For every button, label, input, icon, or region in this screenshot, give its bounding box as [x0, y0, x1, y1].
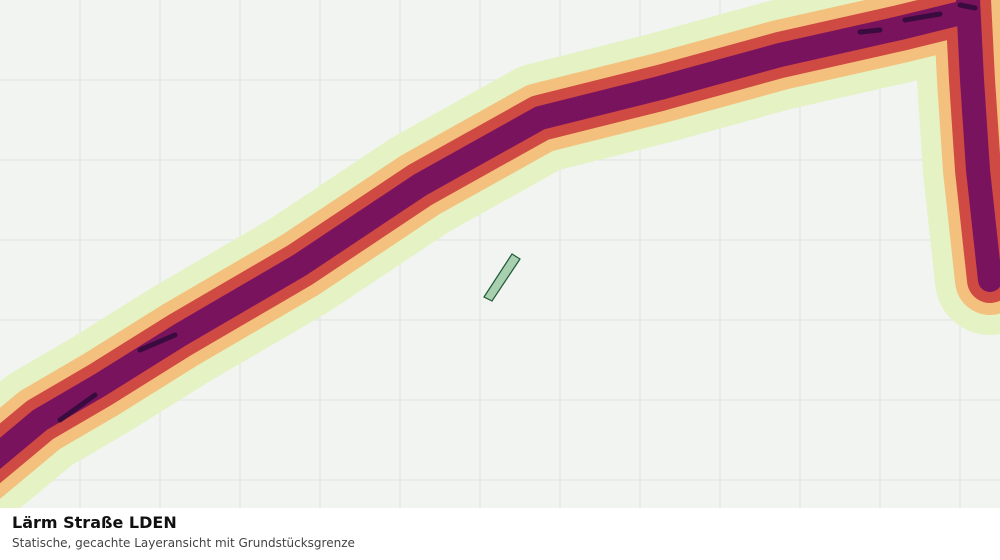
parcel-boundary — [483, 253, 521, 302]
map-subtitle: Statische, gecachte Layeransicht mit Gru… — [12, 536, 355, 550]
map — [0, 0, 1000, 508]
noise-layer — [0, 0, 1000, 508]
map-title: Lärm Straße LDEN — [12, 513, 177, 532]
